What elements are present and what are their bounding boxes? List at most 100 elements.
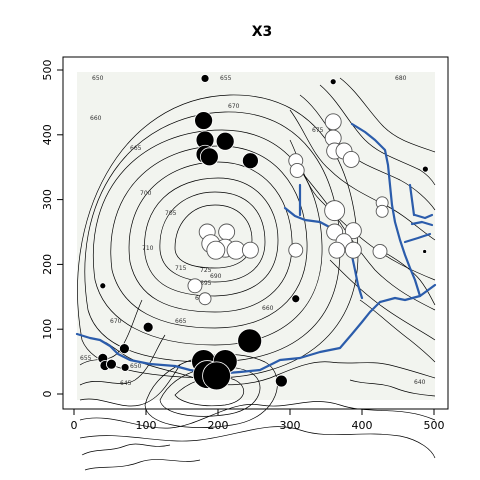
contour-label: 710 xyxy=(142,245,154,252)
contour-label: 655 xyxy=(80,355,92,362)
negative-point xyxy=(328,241,346,259)
contour-line xyxy=(128,161,293,313)
contour-line xyxy=(299,94,436,211)
river-line xyxy=(413,213,434,220)
contour-label: 695 xyxy=(200,280,212,287)
river-line xyxy=(75,283,437,376)
plot-region: 650 655 670 680 675 660 665 700 705 710 … xyxy=(75,72,437,471)
contour-label: 660 xyxy=(262,305,274,312)
contour-line xyxy=(77,94,359,379)
chart-title: X3 xyxy=(252,24,273,40)
contour-label: 665 xyxy=(175,318,187,325)
contour-line xyxy=(289,109,436,241)
positive-point xyxy=(142,321,154,333)
contour-label: 715 xyxy=(175,265,187,272)
x-tick-label: 200 xyxy=(208,419,229,432)
positive-point xyxy=(421,165,429,173)
contour-line xyxy=(110,145,308,329)
contour-line xyxy=(144,354,278,428)
x-tick-label: 0 xyxy=(71,419,78,432)
contour-label: 665 xyxy=(130,145,142,152)
x-tick-label: 500 xyxy=(424,419,445,432)
negative-point xyxy=(206,240,226,260)
negative-point xyxy=(344,222,362,240)
negative-point xyxy=(187,278,203,294)
negative-point xyxy=(218,223,236,241)
negative-point xyxy=(241,241,259,259)
contour-line xyxy=(79,401,436,429)
positive-point xyxy=(202,361,231,391)
positive-point xyxy=(237,328,263,354)
x-tick-label: 100 xyxy=(136,419,157,432)
contour-label: 705 xyxy=(165,210,177,217)
x-tick-label: 400 xyxy=(352,419,373,432)
contour-label: 700 xyxy=(140,190,152,197)
contour-line xyxy=(329,259,436,341)
contour-label: 670 xyxy=(110,318,122,325)
positive-point xyxy=(200,74,210,83)
contour-label: 650 xyxy=(92,75,104,82)
positive-point xyxy=(120,363,130,372)
contour-line xyxy=(339,77,436,153)
y-tick-label: 300 xyxy=(41,189,54,210)
contour-line xyxy=(174,204,253,269)
contour-label: 640 xyxy=(414,379,426,386)
positive-point xyxy=(194,111,214,130)
contour-label: 655 xyxy=(220,75,232,82)
positive-point xyxy=(106,358,117,370)
y-tick-label: 400 xyxy=(41,124,54,145)
contour-lines xyxy=(77,77,436,471)
y-tick-label: 200 xyxy=(41,254,54,275)
negative-point xyxy=(324,200,346,222)
positive-point xyxy=(291,294,301,304)
negative-point xyxy=(372,243,388,259)
positive-point xyxy=(119,343,130,355)
contour-labels: 650 655 670 680 675 660 665 700 705 710 … xyxy=(80,75,426,387)
negative-point xyxy=(344,241,362,259)
negative-point xyxy=(342,150,360,168)
contour-label: 645 xyxy=(120,380,132,387)
y-tick-label: 0 xyxy=(41,391,54,398)
contour-line xyxy=(79,334,166,386)
positive-point xyxy=(199,147,219,167)
river-line xyxy=(410,220,434,227)
contour-label: 680 xyxy=(395,75,407,82)
contour-label: 670 xyxy=(228,103,240,110)
positive-point xyxy=(99,282,107,290)
river-line xyxy=(403,232,432,244)
y-tick-label: 100 xyxy=(41,319,54,340)
y-tick-label: 500 xyxy=(41,60,54,81)
x-tick-label: 300 xyxy=(280,419,301,432)
contour-label: 690 xyxy=(210,273,222,280)
positive-point xyxy=(422,249,428,254)
contour-line xyxy=(79,364,181,407)
negative-point xyxy=(198,292,212,306)
contour-line xyxy=(93,129,323,346)
river-line xyxy=(350,122,422,298)
contour-line xyxy=(379,249,436,306)
negative-point xyxy=(288,242,304,258)
contour-line xyxy=(84,459,201,471)
positive-point xyxy=(329,78,337,86)
contour-line xyxy=(144,177,279,297)
positive-point xyxy=(215,131,235,151)
contour-line xyxy=(139,361,331,386)
positive-point xyxy=(274,374,288,388)
contour-line xyxy=(349,379,436,397)
negative-point xyxy=(289,162,305,178)
contour-line xyxy=(81,443,171,456)
negative-point xyxy=(324,113,342,131)
positive-point xyxy=(241,152,259,170)
contour-label: 650 xyxy=(130,363,142,370)
negative-point xyxy=(375,204,389,218)
y-axis: 0 100 200 300 400 500 xyxy=(41,60,64,398)
scatter-points xyxy=(97,74,429,391)
contour-line xyxy=(79,426,436,459)
contour-line xyxy=(329,361,436,379)
contour-line xyxy=(84,111,341,363)
contour-line xyxy=(319,84,436,186)
contour-label: 675 xyxy=(312,127,324,134)
contour-label: 725 xyxy=(200,267,212,274)
river-line xyxy=(408,183,416,217)
